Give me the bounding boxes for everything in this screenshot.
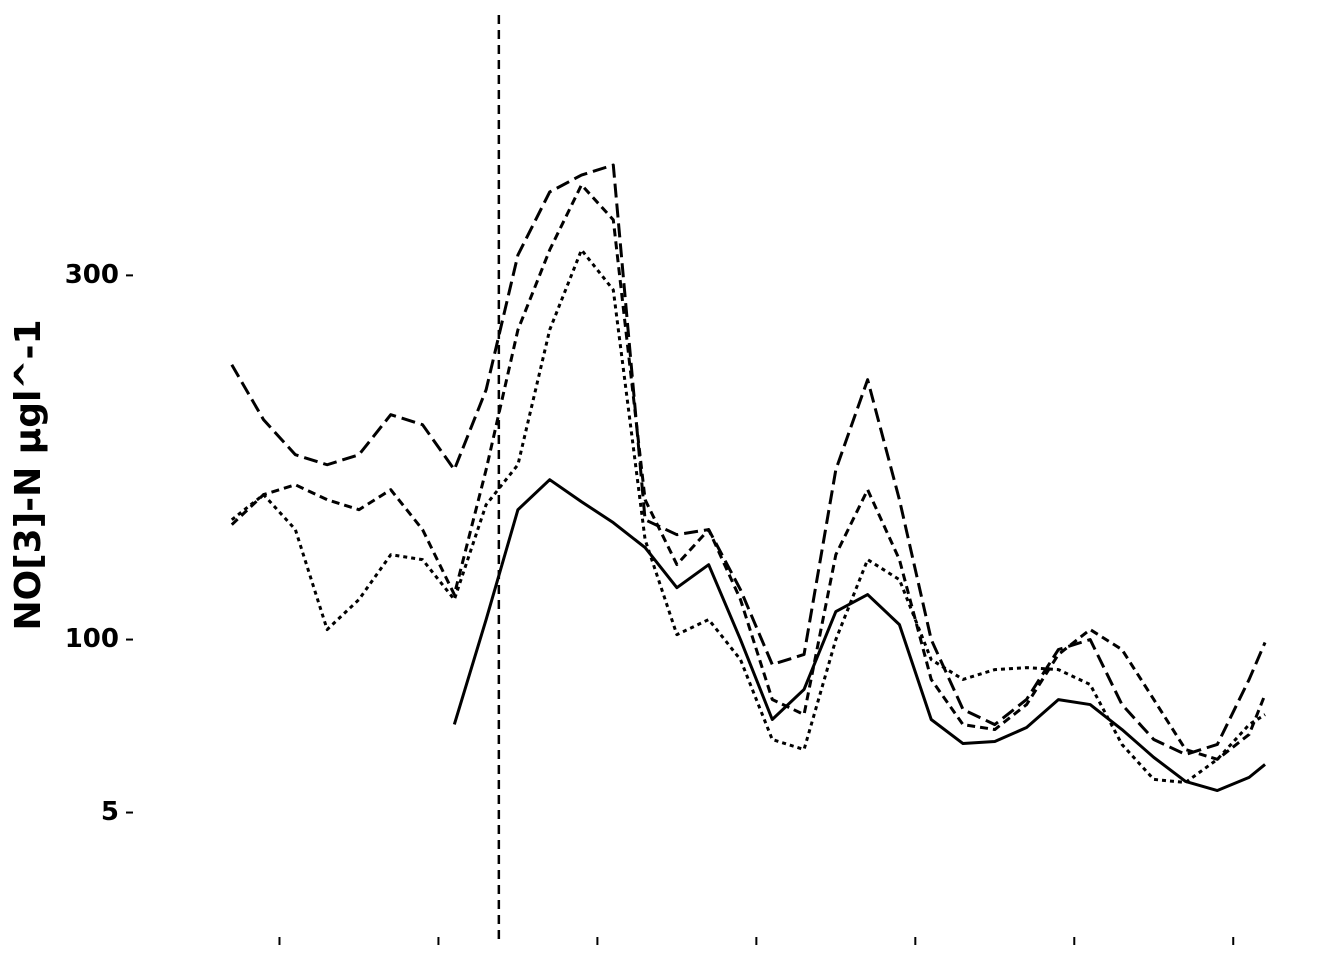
series-line bbox=[230, 248, 1266, 784]
series-line bbox=[230, 183, 1267, 761]
series-line bbox=[452, 478, 1266, 793]
series-line bbox=[230, 163, 1267, 756]
y-tick-label: 300 bbox=[65, 260, 119, 290]
y-tick-label: 5 bbox=[101, 797, 119, 827]
y-axis-label: NO[3]-N µgl^-1 bbox=[8, 319, 49, 630]
y-tick-label: 100 bbox=[65, 624, 119, 654]
